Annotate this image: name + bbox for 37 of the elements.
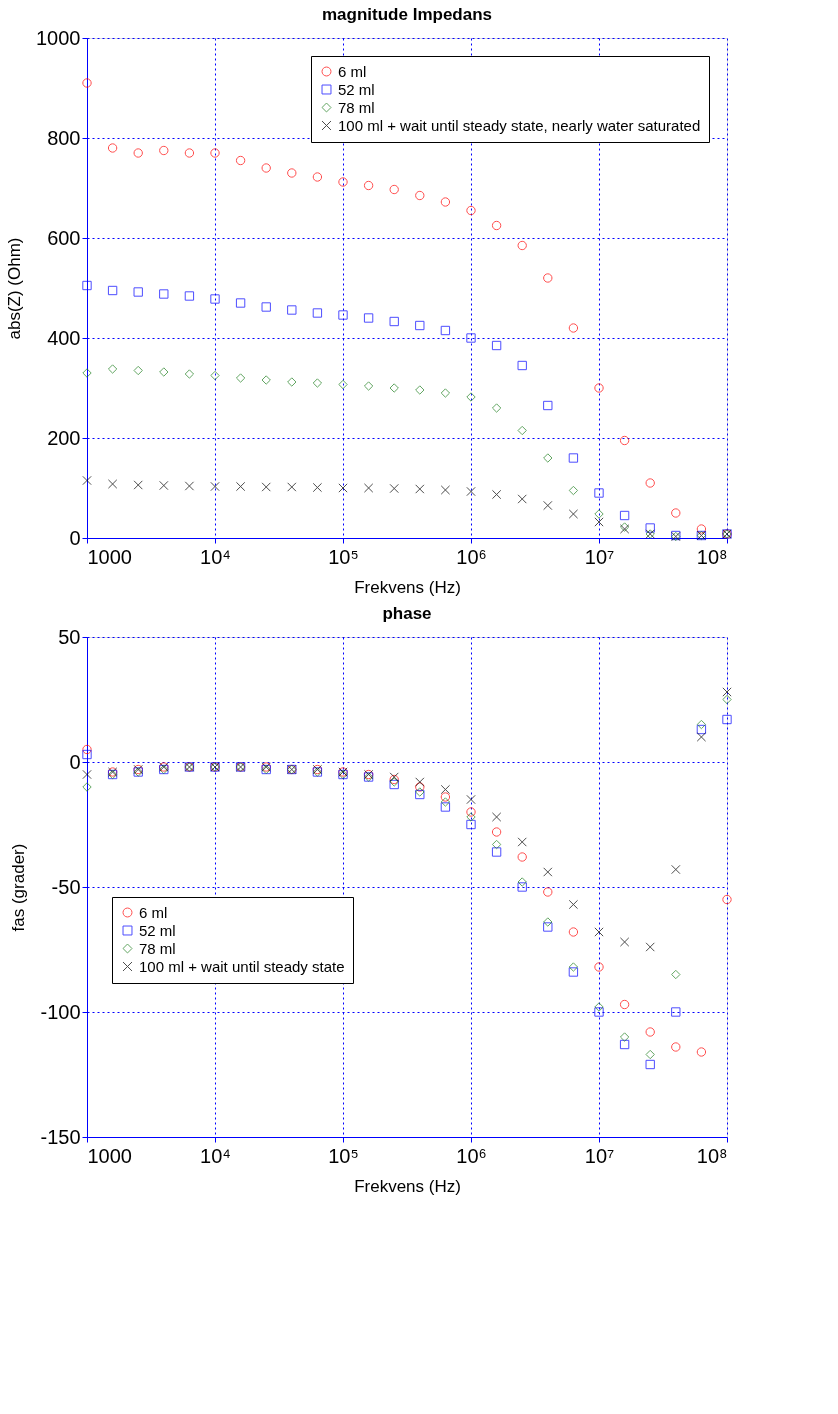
y-axis-title: abs(Z) (Ohm) [5,237,25,340]
y-tick-label: -100 [40,1000,81,1023]
chart-title: phase [382,604,432,623]
x-tick-label: 10⁶ [456,545,487,568]
x-tick-label: 1000 [87,545,132,568]
x-tick-label: 10⁸ [696,545,728,568]
x-tick-label: 10⁵ [328,545,359,568]
legend-label: 6 ml [139,903,168,921]
y-tick-label: 200 [47,426,81,449]
legend-label: 78 ml [338,98,375,116]
y-tick-label: 0 [69,526,81,549]
legend-label: 6 ml [338,62,367,80]
legend-label: 100 ml + wait until steady state, nearly water saturated [338,116,701,134]
y-tick-label: -150 [40,1125,81,1148]
x-tick-label: 10⁴ [200,545,231,568]
y-tick-label: 0 [69,750,81,773]
y-axis-title: fas (grader) [9,843,29,932]
legend-label: 52 ml [139,921,176,939]
y-tick-label: 50 [58,625,81,648]
x-tick-label: 10⁸ [696,1144,728,1167]
legend-label: 52 ml [338,80,375,98]
x-tick-label: 10⁴ [200,1144,231,1167]
y-tick-label: 1000 [36,26,81,49]
x-tick-label: 10⁵ [328,1144,359,1167]
x-tick-label: 1000 [87,1144,132,1167]
legend-label: 78 ml [139,939,176,957]
x-tick-label: 10⁷ [584,1144,615,1167]
x-axis-title: Frekvens (Hz) [354,577,461,597]
x-tick-label: 10⁷ [584,545,615,568]
y-tick-label: 800 [47,126,81,149]
y-tick-label: 400 [47,326,81,349]
chart-title: magnitude Impedans [321,5,493,24]
legend-label: 100 ml + wait until steady state [139,957,345,975]
y-tick-label: 600 [47,226,81,249]
x-axis-title: Frekvens (Hz) [354,1176,461,1196]
x-tick-label: 10⁶ [456,1144,487,1167]
y-tick-label: -50 [51,875,81,898]
